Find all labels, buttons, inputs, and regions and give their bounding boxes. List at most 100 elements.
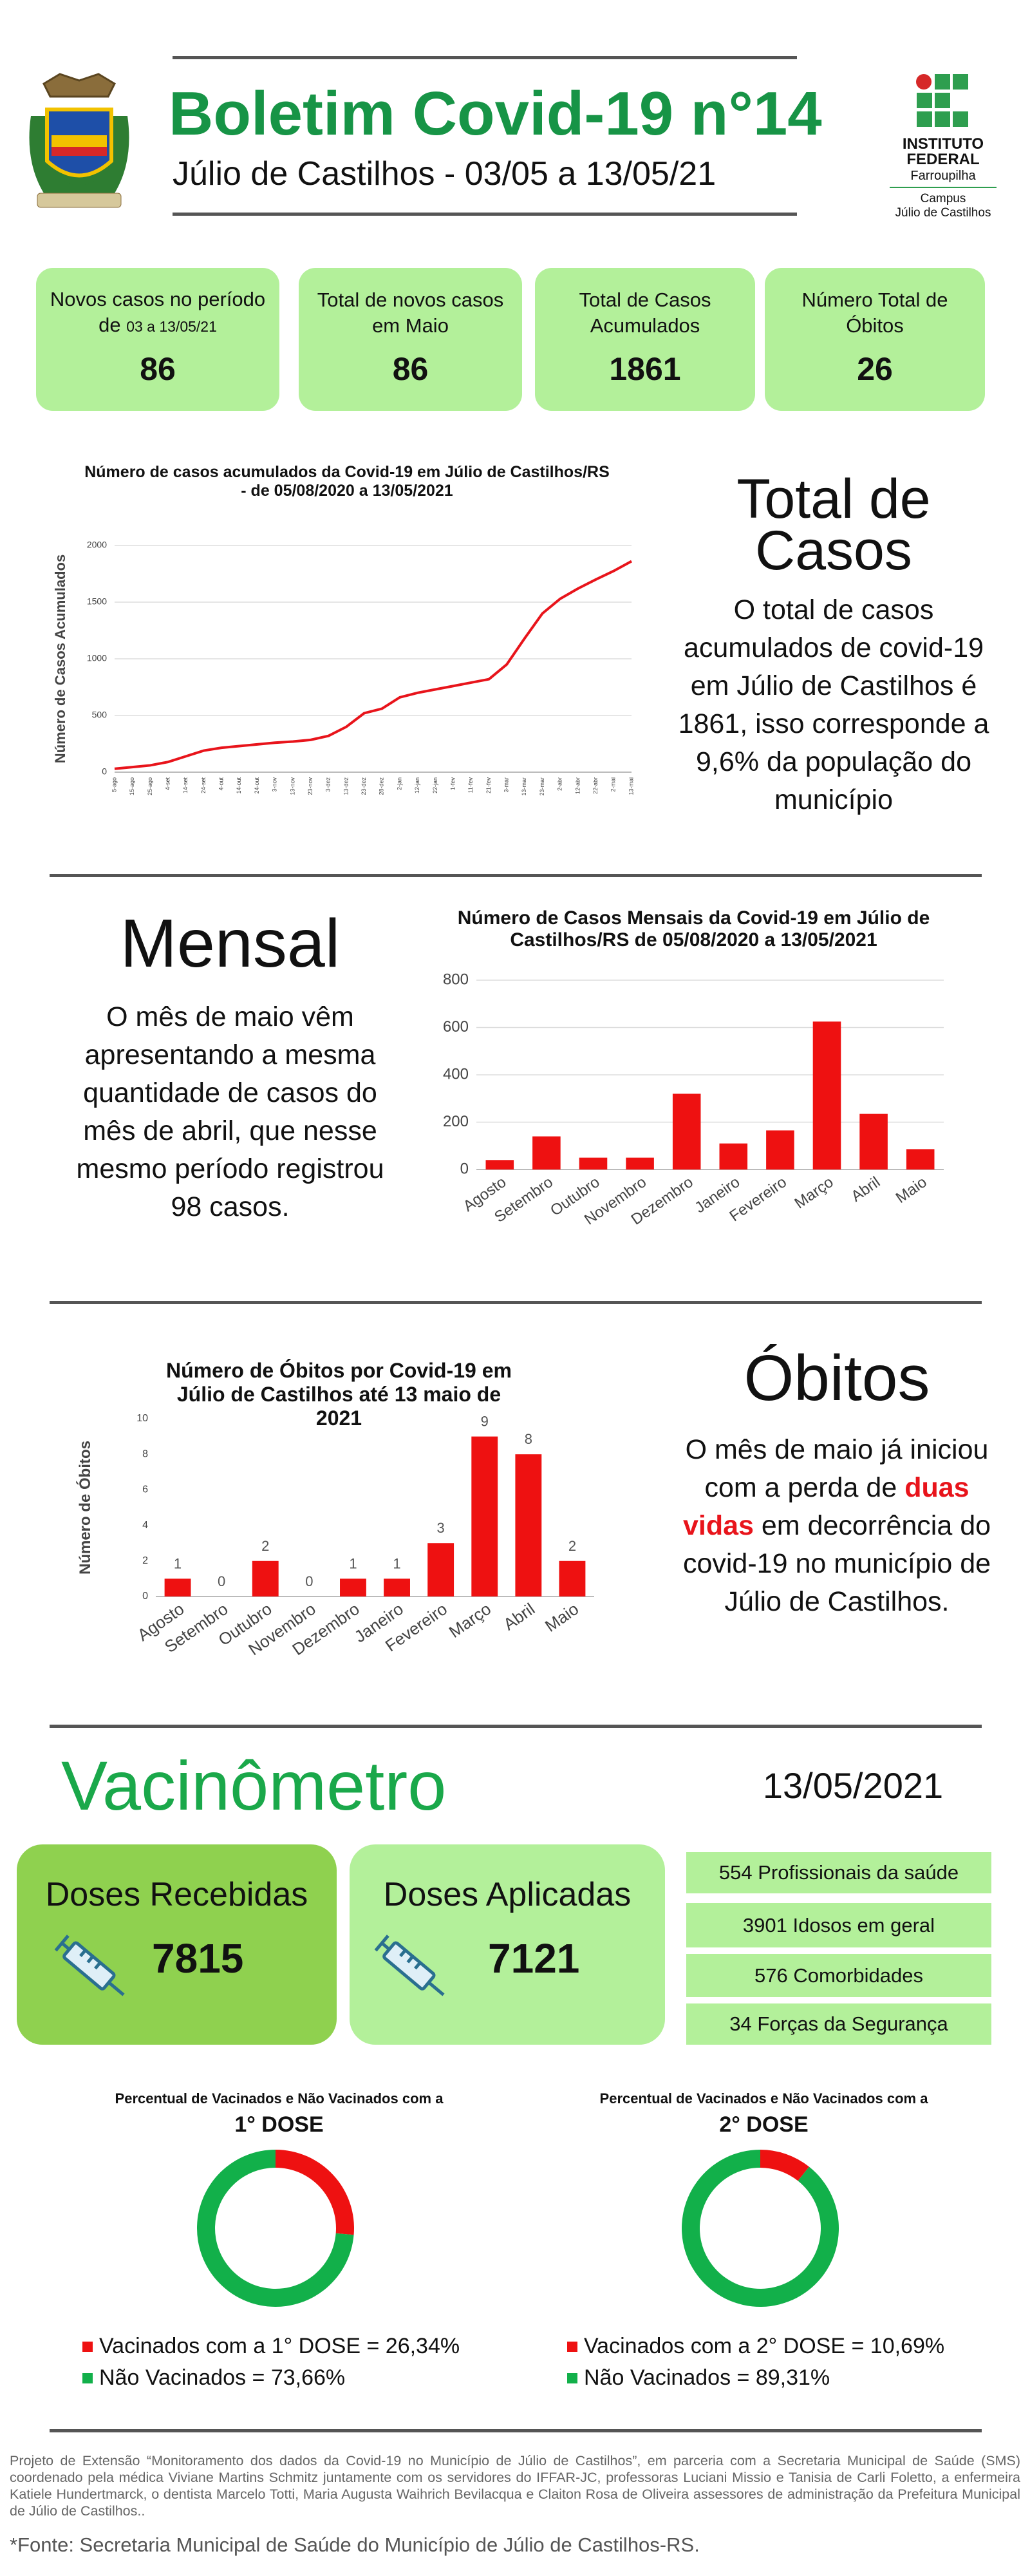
card: Total de novos casos em Maio 86: [299, 268, 522, 411]
y-tick-label: 6: [142, 1484, 148, 1495]
legend-label: Não Vacinados = 73,66%: [99, 2365, 346, 2390]
x-tick-label: 13-mai: [628, 777, 634, 795]
card-label: Total de novos casos em Maio: [317, 289, 504, 337]
group-box: 34 Forças da Segurança: [686, 2003, 991, 2045]
group-box: 3901 Idosos em geral: [686, 1903, 991, 1947]
y-tick-label: 10: [136, 1413, 148, 1424]
x-tick-label: 22-abr: [592, 777, 599, 794]
x-tick-label: 13-nov: [289, 777, 295, 795]
syringe-icon: [374, 1935, 445, 1996]
x-tick-label: 12-abr: [574, 777, 581, 794]
x-tick-label: 24-out: [254, 777, 260, 794]
card: Número Total de Óbitos 26: [765, 268, 985, 411]
divider: [50, 1725, 982, 1728]
x-tick-label: 13-dez: [342, 777, 349, 795]
x-tick-label: 4-out: [218, 777, 225, 791]
data-label: 3: [437, 1520, 445, 1536]
chart-title: Percentual de Vacinados e Não Vacinados …: [115, 2090, 444, 2107]
x-tick-label: 2-jan: [396, 777, 402, 790]
x-tick-label: 2-abr: [557, 777, 563, 791]
data-label: 1: [349, 1555, 357, 1571]
bar: [859, 1113, 888, 1170]
rule: [890, 187, 997, 188]
card-value: 86: [140, 351, 176, 387]
bar: [427, 1543, 454, 1596]
card: Total de Casos Acumulados 1861: [535, 268, 755, 411]
x-tick-label: 4-set: [164, 777, 171, 791]
card-value: 1861: [609, 351, 681, 387]
card-value: 86: [392, 351, 429, 387]
text-highlight: duas vidas: [682, 1472, 969, 1541]
y-tick-label: 2000: [87, 540, 107, 550]
y-tick-label: 400: [443, 1065, 469, 1083]
x-tick-label: Abril: [500, 1599, 538, 1634]
legend-entry: Não Vacinados = 89,31%: [567, 2365, 830, 2391]
legend-swatch: [82, 2341, 93, 2352]
card-label: Total de Casos Acumulados: [579, 289, 711, 337]
card-value: 26: [857, 351, 893, 387]
data-label: 9: [481, 1414, 489, 1430]
chart-title: Percentual de Vacinados e Não Vacinados …: [599, 2090, 928, 2107]
bar: [164, 1578, 191, 1596]
x-tick-label: 25-ago: [147, 777, 153, 795]
x-tick-label: 11-fev: [467, 777, 474, 793]
y-tick-label: 0: [460, 1160, 469, 1177]
chart-canvas: 0200400600800AgostoSetembroOutubroNovemb…: [443, 971, 944, 1229]
chart-canvas: 0 500 1000 1500 2000 Número de Casos Acumulad…: [52, 540, 634, 796]
bar: [340, 1578, 366, 1596]
if-logo: [916, 74, 968, 127]
chart-subtitle: 1° DOSE: [234, 2112, 324, 2137]
data-label: 0: [218, 1573, 225, 1589]
bar: [812, 1021, 841, 1170]
chart-canvas: [682, 2150, 839, 2307]
y-tick-label: 1000: [87, 653, 107, 663]
bar-chart: 0 200 400 600 800 Agosto Setembro Outubro Novemb…: [424, 900, 964, 1256]
data-label: 1: [393, 1555, 400, 1571]
divider: [50, 874, 982, 877]
card-label-small: 03 a 13/05/21: [126, 318, 217, 335]
group-box: 576 Comorbidades: [686, 1954, 991, 1997]
y-tick-label: 500: [92, 710, 108, 720]
doses-label: Doses Aplicadas: [383, 1876, 632, 1913]
x-tick-label: 24-set: [200, 777, 207, 794]
legend-label: Não Vacinados = 89,31%: [584, 2365, 830, 2390]
y-axis-label: Número de Casos Acumulados: [52, 554, 68, 763]
institute-line: FEDERAL: [906, 151, 980, 168]
vaccine-title: Vacinômetro: [61, 1747, 447, 1824]
x-tick-label: 13-mar: [521, 777, 527, 796]
campus-line: Campus: [920, 192, 966, 205]
x-tick-label: 2-mai: [610, 777, 617, 792]
card: Novos casos no período de 03 a 13/05/21 …: [36, 268, 279, 411]
doses-box: Doses Aplicadas 7121: [350, 1844, 665, 2045]
x-tick-label: 28-dez: [379, 777, 385, 795]
bar-chart: 0 2 4 6 8 10 Número de Óbitos Agosto 1 Setembro 0 O…: [57, 1338, 621, 1683]
y-tick-label: 2: [142, 1555, 148, 1566]
title: Boletim Covid-19 n°14: [169, 79, 822, 148]
section-text: O mês de maio já iniciou com a perda de …: [670, 1431, 1004, 1621]
group-box: 554 Profissionais da saúde: [686, 1852, 991, 1893]
x-tick-label: 14-set: [182, 777, 189, 794]
bar: [579, 1157, 608, 1170]
bar: [485, 1160, 514, 1170]
legend-entry: Não Vacinados = 73,66%: [82, 2365, 345, 2391]
x-tick-label: Março: [791, 1173, 836, 1212]
legend-entry: Vacinados com a 1° DOSE = 26,34%: [82, 2334, 460, 2359]
donut-segment: [760, 2150, 809, 2181]
section-heading: Total de Casos: [736, 468, 931, 582]
footer-source: *Fonte: Secretaria Municipal de Saúde do…: [10, 2533, 700, 2556]
institute: INSTITUTO FEDERAL: [882, 137, 1004, 167]
y-tick-label: 600: [443, 1018, 469, 1036]
divider: [50, 1301, 982, 1304]
x-tick-label: Maio: [893, 1173, 930, 1207]
donut-segment: [276, 2150, 354, 2235]
x-tick-label: 22-jan: [432, 777, 438, 793]
bar: [672, 1094, 701, 1170]
x-tick-label: 14-out: [236, 777, 242, 794]
y-tick-label: 800: [443, 971, 469, 988]
legend-label: Vacinados com a 1° DOSE = 26,34%: [99, 2334, 460, 2358]
doses-value: 7121: [488, 1935, 580, 1982]
doses-box: Doses Recebidas 7815: [17, 1844, 337, 2045]
y-tick-label: 0: [142, 1591, 148, 1602]
subtitle: Júlio de Castilhos - 03/05 a 13/05/21: [173, 155, 716, 193]
